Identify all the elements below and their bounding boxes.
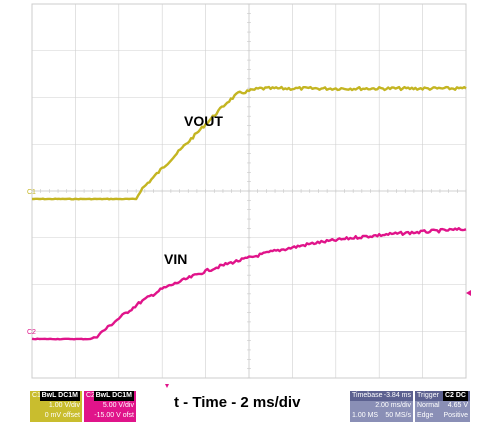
- plot-grid: [31, 3, 467, 379]
- trigger-slope: Positive: [443, 412, 468, 419]
- trigger-info[interactable]: Trigger C2 DC Normal 4.65 V Edge Positive: [415, 391, 470, 422]
- channel-1-offset: 0 mV offset: [44, 412, 80, 419]
- channel-1-name: C1: [32, 392, 41, 399]
- trigger-position-marker: [165, 384, 169, 388]
- channel-2-name: C2: [86, 392, 95, 399]
- trigger-level-marker: [466, 290, 471, 296]
- channel-2-marker: C2: [27, 329, 36, 336]
- timebase-info[interactable]: Timebase -3.84 ms 2.00 ms/div 1.00 MS 50 M…: [350, 391, 413, 422]
- channel-2-info[interactable]: C2 BwL DC1M 5.00 V/div -15.00 V ofst: [84, 391, 136, 422]
- channel-2-coupling: BwL DC1M: [93, 391, 134, 401]
- channel-1-scale: 1.00 V/div: [48, 402, 80, 409]
- timebase-label: Timebase: [352, 392, 383, 399]
- trigger-mode: Normal: [417, 402, 440, 409]
- trigger-label: Trigger: [417, 392, 439, 399]
- x-axis-label: t - Time - 2 ms/div: [174, 394, 301, 411]
- timebase-samples: 1.00 MS: [352, 412, 379, 419]
- channel-1-coupling: BwL DC1M: [39, 391, 80, 401]
- channel-2-scale: 5.00 V/div: [102, 402, 134, 409]
- trigger-source: C2 DC: [442, 391, 468, 401]
- channel-1-marker: C1: [27, 189, 36, 196]
- channel-2-offset: -15.00 V ofst: [94, 412, 134, 419]
- trace-vin: [31, 226, 467, 341]
- trigger-type: Edge: [417, 412, 434, 419]
- timebase-rate: 50 MS/s: [385, 412, 411, 419]
- vin-label: VIN: [164, 251, 188, 267]
- timebase-delay: -3.84 ms: [383, 392, 411, 399]
- vout-label: VOUT: [184, 113, 223, 129]
- trigger-level: 4.65 V: [447, 402, 468, 409]
- channel-1-info[interactable]: C1 BwL DC1M 1.00 V/div 0 mV offset: [30, 391, 82, 422]
- trace-vout: [32, 85, 467, 201]
- timebase-scale: 2.00 ms/div: [375, 402, 411, 409]
